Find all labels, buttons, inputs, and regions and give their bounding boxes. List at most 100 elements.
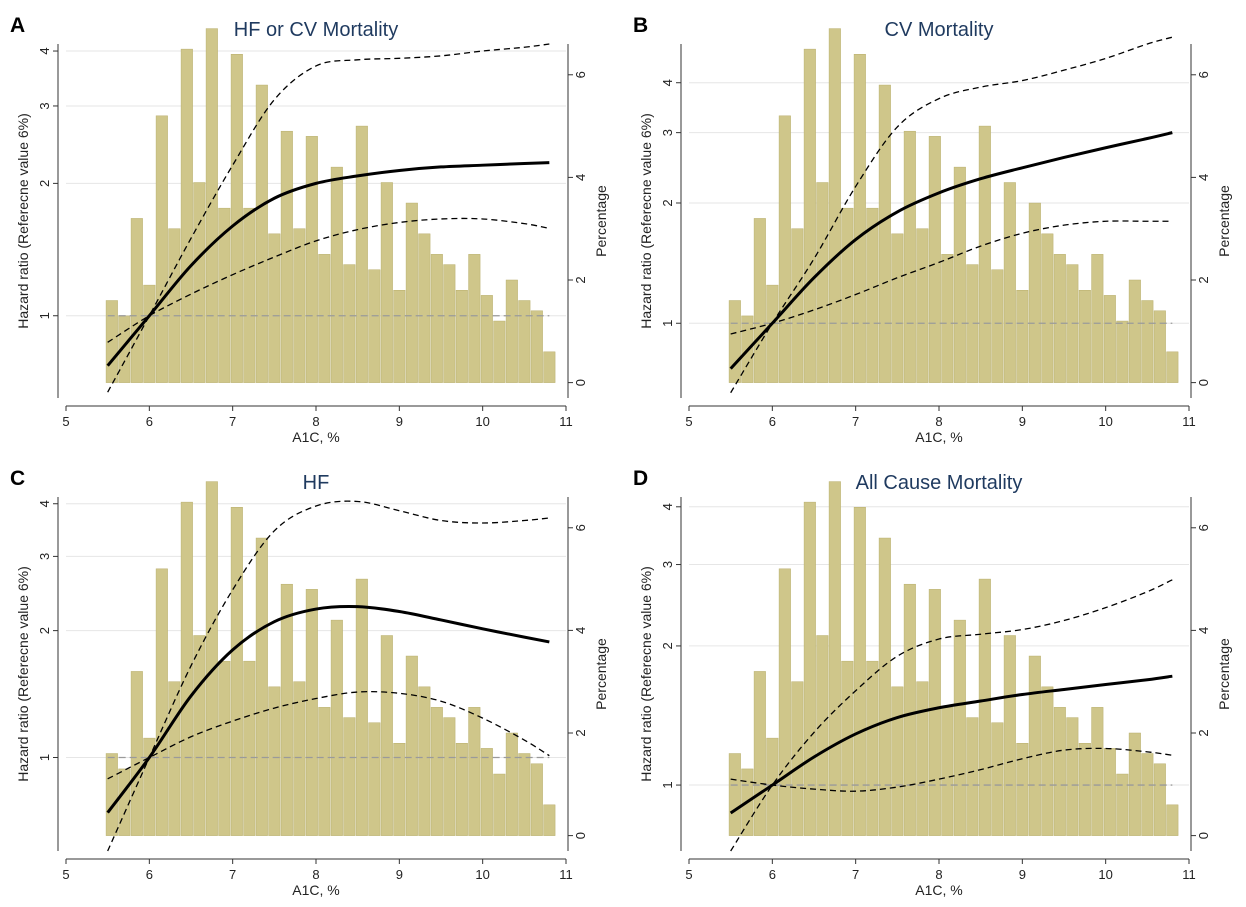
- y-tick-label: 1: [660, 320, 675, 327]
- histogram-bar: [318, 707, 331, 836]
- y-tick-label: 2: [37, 627, 52, 634]
- histogram-bar: [180, 501, 193, 836]
- y2-axis-label: Percentage: [593, 185, 609, 257]
- histogram-bar: [255, 537, 268, 836]
- histogram-bar: [243, 660, 256, 836]
- histogram-bar: [218, 660, 231, 836]
- y-axis-label: Hazard ratio (Referecne value 6%): [15, 566, 31, 782]
- histogram-bar: [791, 681, 804, 836]
- histogram-bar: [493, 320, 506, 383]
- upper-ci-curve: [107, 43, 550, 393]
- histogram-bar: [405, 202, 418, 383]
- y-tick-label: 3: [37, 553, 52, 560]
- y2-tick-label: 0: [1196, 379, 1211, 386]
- histogram-bar: [530, 310, 543, 383]
- y-tick-label: 3: [660, 129, 675, 136]
- x-tick-label: 6: [146, 414, 153, 429]
- histogram-bar: [268, 686, 281, 836]
- x-tick-label: 5: [62, 867, 69, 882]
- histogram-bar: [380, 635, 393, 836]
- panel-b: 5 6 7 8 9 10 11 1 2 3 4 0 2 4 6 B CV Mortality A1C, % Haza…: [623, 0, 1246, 453]
- histogram-bar: [280, 583, 293, 836]
- histogram-bar: [1141, 300, 1154, 383]
- y2-tick-label: 2: [1196, 276, 1211, 283]
- x-tick-label: 5: [685, 867, 692, 882]
- y-tick-label: 4: [37, 500, 52, 507]
- y-tick-label: 2: [37, 180, 52, 187]
- histogram-bar: [505, 279, 518, 383]
- histogram-bar: [205, 481, 218, 836]
- histogram-bar: [928, 589, 941, 836]
- histogram-bar: [130, 671, 143, 836]
- histogram-bar: [143, 737, 156, 836]
- histogram-bar: [430, 254, 443, 383]
- histogram-bar: [380, 182, 393, 383]
- histogram-bar: [1141, 753, 1154, 836]
- x-tick-label: 11: [559, 867, 573, 882]
- x-axis-label: A1C, %: [292, 882, 339, 898]
- x-tick-label: 8: [935, 414, 942, 429]
- x-tick-label: 8: [935, 867, 942, 882]
- y2-tick-label: 6: [573, 71, 588, 78]
- upper-ci-curve: [730, 579, 1173, 852]
- x-tick-label: 6: [769, 867, 776, 882]
- histogram-bar: [343, 717, 356, 836]
- histogram-bar: [455, 743, 468, 836]
- histogram-bar: [1078, 743, 1091, 836]
- histogram-bar: [928, 136, 941, 383]
- histogram-bar: [530, 763, 543, 836]
- x-tick-label: 10: [1098, 867, 1112, 882]
- y-tick-label: 1: [37, 754, 52, 761]
- histogram-bar: [1041, 686, 1054, 836]
- x-tick-label: 5: [62, 414, 69, 429]
- histogram-bar: [318, 254, 331, 383]
- y2-tick-label: 0: [573, 832, 588, 839]
- histogram-bar: [330, 619, 343, 836]
- histogram-bar: [728, 753, 741, 836]
- histogram-bar: [1053, 254, 1066, 383]
- histogram-bar: [891, 686, 904, 836]
- histogram-bar: [243, 207, 256, 383]
- x-tick-label: 11: [1182, 414, 1196, 429]
- y-tick-label: 4: [660, 503, 675, 510]
- x-tick-label: 7: [852, 414, 859, 429]
- x-axis-label: A1C, %: [292, 429, 339, 445]
- y2-tick-label: 0: [1196, 832, 1211, 839]
- x-tick-label: 9: [1019, 867, 1026, 882]
- y2-tick-label: 6: [1196, 524, 1211, 531]
- histogram-bar: [916, 228, 929, 383]
- histogram-bar: [543, 351, 556, 383]
- x-tick-label: 11: [559, 414, 573, 429]
- histogram-bar: [866, 207, 879, 383]
- y-tick-label: 1: [660, 781, 675, 788]
- histogram-bar: [878, 84, 891, 383]
- x-tick-label: 5: [685, 414, 692, 429]
- histogram-bar: [355, 578, 368, 836]
- x-tick-label: 10: [1098, 414, 1112, 429]
- histogram-bar: [916, 681, 929, 836]
- histogram-bar: [405, 655, 418, 836]
- histogram-bar: [978, 578, 991, 836]
- histogram-bar: [753, 218, 766, 383]
- histogram-bar: [368, 269, 381, 383]
- histogram-bar: [305, 589, 318, 836]
- histogram-bar: [493, 773, 506, 836]
- histogram-bar: [791, 228, 804, 383]
- y2-tick-label: 4: [573, 174, 588, 181]
- hazard-ratio-curve: [729, 131, 1173, 370]
- y2-tick-label: 2: [573, 729, 588, 736]
- histogram-bar: [155, 115, 168, 383]
- panel-letter: B: [633, 14, 648, 37]
- histogram-bar: [193, 182, 206, 383]
- histogram-bar: [105, 753, 118, 836]
- histogram-bar: [991, 269, 1004, 383]
- lower-ci-curve: [730, 747, 1173, 792]
- histogram-bar: [978, 125, 991, 383]
- histogram-bar: [1016, 743, 1029, 836]
- panel-title: HF or CV Mortality: [234, 19, 398, 41]
- histogram-bar: [903, 583, 916, 836]
- histogram-bar: [1166, 351, 1179, 383]
